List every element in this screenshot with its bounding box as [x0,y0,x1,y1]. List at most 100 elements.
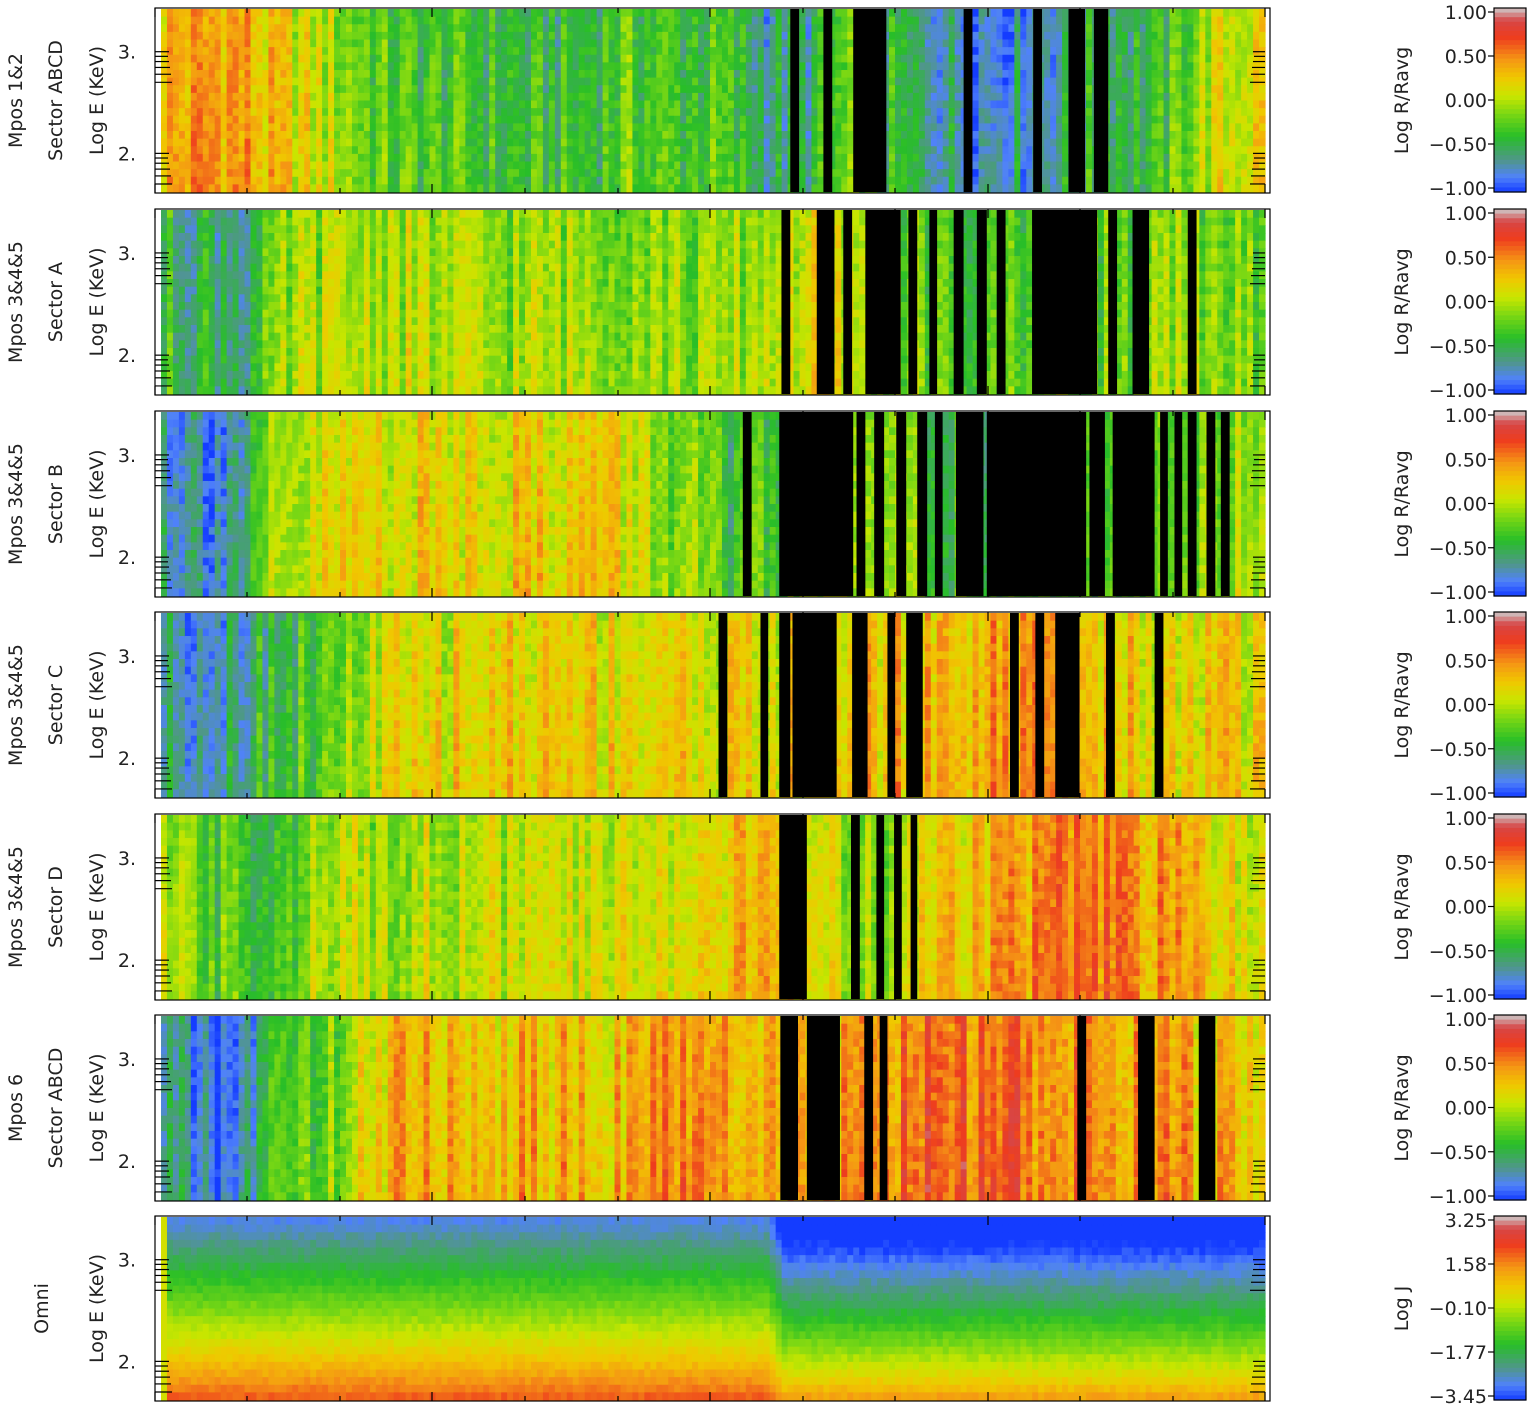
x-ticks [154,209,1266,395]
colorbar-label: Log R/Ravg [1391,248,1413,355]
y-tick-label: 3. [118,42,136,64]
heatmap-mpos345-a [161,210,1266,395]
plot-frame [154,208,1271,396]
y-axis-label: Log E (KeV) [86,46,108,155]
data-gap [843,210,853,394]
colorbar-tick-label: 0.00 [1445,494,1487,516]
plot-frame [154,813,1271,1001]
colorbar-tick-label: 1.00 [1445,808,1487,830]
y-axis-label: Log E (KeV) [86,247,108,356]
data-gap [1138,1016,1155,1200]
colorbar-label: Log J [1391,1286,1413,1332]
colorbar-mpos345-c: 1.00 0.50 0.00 −0.50 −1.00 [1429,606,1527,805]
data-gap [1187,210,1197,394]
colorbar-tick-label: 0.50 [1445,449,1487,471]
colorbar-tick-label: −0.50 [1429,336,1487,358]
x-ticks [154,1216,1266,1401]
row-label: Sector A [45,262,67,342]
colorbar-tick-label: 0.50 [1445,852,1487,874]
y-ticks [155,655,1265,790]
data-gap [1055,613,1080,797]
data-gap [1033,9,1042,192]
data-gap [976,210,987,394]
colorbar-label: Log R/Ravg [1391,853,1413,960]
heatmap-mpos12-abcd [161,9,1266,193]
panel-mpos345-c: 2. 3. Log E (KeV) Mpos 3&4&5 Sector C 1.00 0.5… [5,606,1527,805]
plot-frame [154,1215,1271,1402]
data-gap [1089,412,1105,596]
colorbar-tick-label: 0.50 [1445,247,1487,269]
data-gap [1093,9,1109,192]
data-gap [896,412,907,596]
colorbar-tick-label: −1.00 [1429,178,1487,200]
colorbar-label: Log R/Ravg [1391,1054,1413,1161]
y-tick-label: 3. [118,848,136,870]
y-tick-label: 2. [118,950,136,972]
data-gap [1112,412,1155,596]
heatmap-omni [161,1217,1266,1401]
data-gap [742,412,752,596]
y-ticks [155,252,1265,387]
colorbar-mpos345-b: 1.00 0.50 0.00 −0.50 −1.00 [1429,405,1527,604]
data-gap [908,210,918,394]
data-gap [876,815,885,999]
row-label: Sector B [45,464,67,544]
data-gap [781,210,791,394]
panel-mpos12-abcd: 2. 3. Log E (KeV) Mpos 1&2 Sector ABCD 1.00 0.… [5,2,1527,200]
panel-mpos345-d: 2. 3. Log E (KeV) Mpos 3&4&5 Sector D 1.00 0.5… [5,808,1527,1007]
data-gap [910,815,918,999]
x-ticks [154,612,1266,798]
data-gap [1198,1016,1216,1200]
data-gap [792,613,837,797]
data-gap [852,613,868,797]
plot-frame [154,410,1271,598]
plot-frame [154,1014,1271,1202]
data-gap [1154,613,1164,797]
data-gap [1009,613,1019,797]
row-label: Mpos 3&4&5 [5,846,27,968]
row-label: Mpos 1&2 [5,53,27,148]
data-gap [917,412,928,596]
colorbar-tick-label: −1.77 [1429,1342,1487,1364]
y-tick-label: 3. [118,243,136,265]
x-ticks [154,8,1266,193]
y-tick-label: 3. [118,1049,136,1071]
colorbar-tick-label: 0.50 [1445,650,1487,672]
panel-mpos6-abcd: 2. 3. Log E (KeV) Mpos 6 Sector ABCD 1.00 0.50… [5,1009,1527,1208]
data-gap [816,210,835,394]
y-tick-label: 2. [118,1351,136,1373]
colorbar-tick-label: 0.00 [1445,90,1487,112]
colorbar-tick-label: 1.00 [1445,405,1487,427]
colorbar-mpos12-abcd: 1.00 0.50 0.00 −0.50 −1.00 [1429,2,1527,200]
colorbar-tick-label: 0.00 [1445,695,1487,717]
data-gap [879,1016,888,1200]
colorbar-label: Log R/Ravg [1391,47,1413,154]
colorbar-mpos6-abcd: 1.00 0.50 0.00 −0.50 −1.00 [1429,1009,1527,1208]
data-gap [996,210,1006,394]
row-label: Sector ABCD [45,1048,67,1169]
data-gap [1108,210,1118,394]
data-gap [1032,210,1098,394]
data-gap [955,412,984,596]
row-label: Mpos 3&4&5 [5,241,27,363]
data-gap [865,210,901,394]
data-gap [851,815,860,999]
colorbar-tick-label: −0.50 [1429,1142,1487,1164]
row-label: Mpos 6 [5,1074,27,1142]
colorbar-tick-label: 0.00 [1445,292,1487,314]
panel-omni: 2. 3. Log E (KeV) Omni 3.25 1.58 −0.10 −1.77 −3.… [31,1210,1527,1408]
data-gap [1220,412,1230,596]
data-gap [1160,412,1168,596]
data-gap [894,815,902,999]
data-gap [779,412,854,596]
data-gap [806,1016,840,1200]
colorbar-mpos345-a: 1.00 0.50 0.00 −0.50 −1.00 [1429,203,1527,402]
row-label: Sector C [45,665,67,745]
data-gap [953,210,964,394]
colorbar-tick-label: −0.10 [1429,1298,1487,1320]
x-ticks [154,411,1266,597]
y-ticks [155,1259,1265,1393]
y-ticks [155,51,1265,185]
plot-frame [154,611,1271,799]
